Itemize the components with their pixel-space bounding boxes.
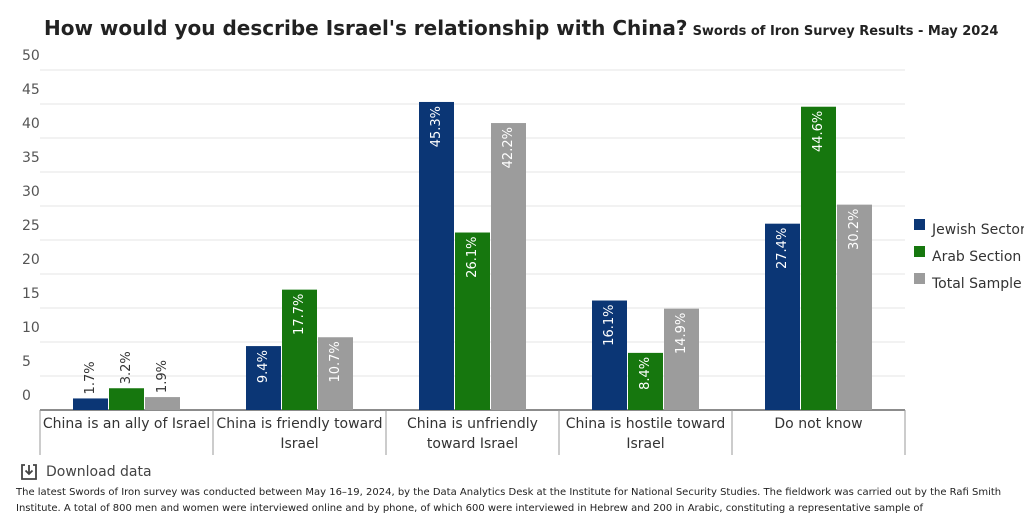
bar xyxy=(318,337,353,410)
download-button[interactable]: Download data xyxy=(20,463,152,481)
bar xyxy=(592,300,627,410)
x-tick-label: Do not know xyxy=(774,416,863,432)
footer-note: The latest Swords of Iron survey was con… xyxy=(16,487,1002,514)
y-tick-label: 40 xyxy=(22,116,40,132)
legend-label: Total Sample xyxy=(931,276,1022,292)
bar xyxy=(109,388,144,410)
chart-subtitle: Swords of Iron Survey Results - May 2024 xyxy=(692,24,999,39)
legend-label: Jewish Sector xyxy=(931,222,1024,238)
value-label: 26.1% xyxy=(465,237,480,278)
value-label: 45.3% xyxy=(429,106,444,147)
bar xyxy=(246,346,281,410)
value-label: 42.2% xyxy=(501,127,516,168)
y-tick-label: 30 xyxy=(22,184,40,200)
value-label: 9.4% xyxy=(256,350,271,383)
value-label: 10.7% xyxy=(328,341,343,382)
y-tick-label: 45 xyxy=(22,82,40,98)
download-label[interactable]: Download data xyxy=(46,464,152,480)
y-tick-label: 25 xyxy=(22,218,40,234)
value-label: 8.4% xyxy=(638,357,653,390)
bar xyxy=(419,101,454,411)
y-tick-label: 10 xyxy=(22,320,40,336)
y-tick-label: 50 xyxy=(22,48,40,64)
value-label: 1.7% xyxy=(83,361,98,394)
value-label: 3.2% xyxy=(119,351,134,384)
x-tick-label: China is hostile toward Israel xyxy=(565,416,726,452)
bar xyxy=(765,223,800,410)
title-block: How would you describe Israel's relation… xyxy=(44,16,998,40)
bar xyxy=(628,352,663,410)
bar xyxy=(491,123,526,410)
value-label: 30.2% xyxy=(847,209,862,250)
legend-swatch xyxy=(914,273,925,284)
bar xyxy=(73,398,108,410)
y-tick-label: 15 xyxy=(22,286,40,302)
x-tick-label: China is an ally of Israel xyxy=(42,416,211,432)
x-tick-label: China is friendly toward Israel xyxy=(216,416,383,452)
legend-swatch xyxy=(914,246,925,257)
legend-label: Arab Section xyxy=(932,249,1021,265)
y-tick-label: 5 xyxy=(22,354,31,370)
download-icon xyxy=(21,464,37,480)
value-label: 17.7% xyxy=(292,294,307,335)
bar xyxy=(837,204,872,410)
bar xyxy=(145,397,180,410)
value-label: 1.9% xyxy=(155,360,170,393)
y-tick-label: 0 xyxy=(22,388,31,404)
bar xyxy=(664,308,699,410)
value-label: 27.4% xyxy=(775,228,790,269)
bar xyxy=(282,289,317,410)
chart-title: How would you describe Israel's relation… xyxy=(44,16,688,40)
legend-swatch xyxy=(914,219,925,230)
bar xyxy=(455,232,490,410)
value-label: 14.9% xyxy=(674,313,689,354)
value-label: 44.6% xyxy=(811,111,826,152)
y-tick-label: 35 xyxy=(22,150,40,166)
y-tick-label: 20 xyxy=(22,252,40,268)
value-label: 16.1% xyxy=(602,305,617,346)
x-tick-label: China is unfriendly toward Israel xyxy=(407,416,538,452)
bar xyxy=(801,106,836,410)
